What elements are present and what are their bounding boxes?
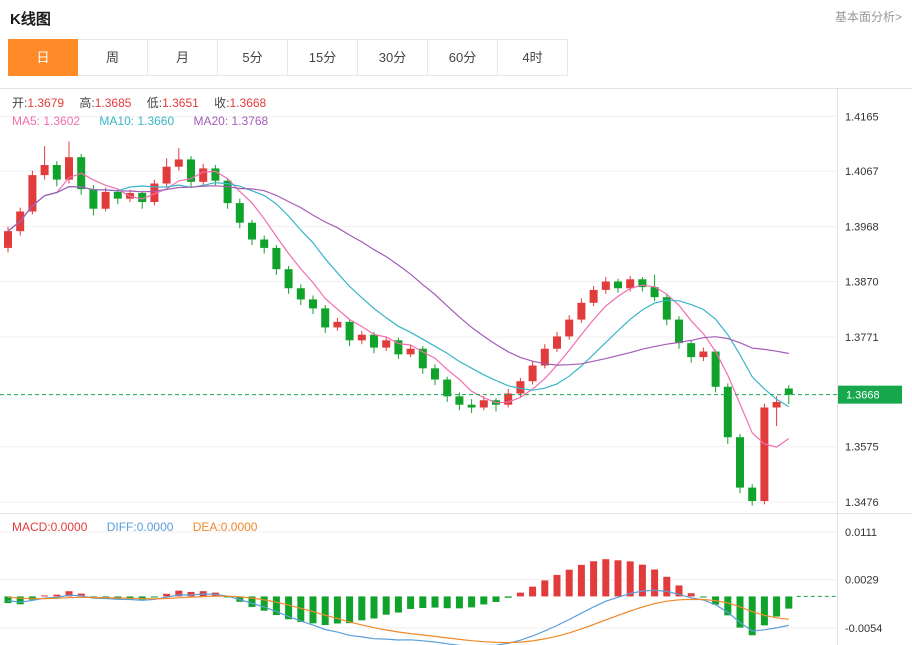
- dea-readout: DEA:0.0000: [192, 520, 258, 534]
- close-label: 收:: [214, 96, 230, 110]
- macd-readout: MACD:0.0000: [12, 520, 88, 534]
- svg-text:0.0029: 0.0029: [845, 575, 879, 587]
- svg-text:1.3870: 1.3870: [845, 277, 879, 289]
- svg-text:1.3771: 1.3771: [845, 332, 879, 344]
- svg-text:1.4165: 1.4165: [845, 111, 879, 123]
- diff-readout: DIFF:0.0000: [106, 520, 174, 534]
- svg-text:1.3968: 1.3968: [845, 222, 879, 234]
- ma5-readout: MA5: 1.3602: [12, 114, 81, 128]
- chart-area[interactable]: 1.4165 1.4067 1.3968 1.3870 1.3771 1.3575 1.34…: [0, 88, 912, 645]
- high-value: 1.3685: [94, 96, 132, 110]
- ma-info: MA5: 1.3602 MA10: 1.3660 MA20: 1.3768: [12, 114, 284, 128]
- low-label: 低:: [146, 96, 163, 110]
- svg-text:1.3476: 1.3476: [845, 497, 879, 509]
- tab-60min[interactable]: 60分: [428, 39, 498, 76]
- svg-text:1.3668: 1.3668: [846, 390, 880, 402]
- tab-5min[interactable]: 5分: [218, 39, 288, 76]
- axis-layer: 1.4165 1.4067 1.3968 1.3870 1.3771 1.3575 1.34…: [0, 88, 912, 645]
- low-value: 1.3651: [162, 96, 199, 110]
- candle-layer: [4, 141, 793, 506]
- fundamental-analysis-link[interactable]: 基本面分析>: [834, 10, 902, 24]
- ma20-readout: MA20: 1.3768: [193, 114, 269, 128]
- svg-text:0.0111: 0.0111: [845, 527, 877, 539]
- ohlc-info: 开:1.3679 高:1.3685 低:1.3651 收:1.3668: [12, 94, 278, 111]
- ma-lines-layer: [7, 170, 790, 448]
- open-label: 开:: [12, 96, 28, 110]
- interval-tabs: 日 周 月 5分 15分 30分 60分 4时: [8, 39, 912, 76]
- tab-15min[interactable]: 15分: [288, 39, 358, 76]
- tab-month[interactable]: 月: [148, 39, 218, 76]
- ma10-readout: MA10: 1.3660: [99, 114, 175, 128]
- tab-day[interactable]: 日: [8, 39, 78, 76]
- high-label: 高:: [79, 96, 95, 110]
- kline-chart-svg: 1.4165 1.4067 1.3968 1.3870 1.3771 1.3575 1.34…: [0, 88, 912, 645]
- svg-text:-0.0054: -0.0054: [845, 623, 882, 635]
- svg-text:1.3575: 1.3575: [845, 442, 879, 454]
- page-title: K线图: [10, 11, 51, 28]
- macd-layer: [4, 559, 837, 645]
- tab-4hour[interactable]: 4时: [498, 39, 568, 76]
- svg-text:1.4067: 1.4067: [845, 166, 879, 178]
- current-price-layer: 1.3668: [0, 385, 902, 404]
- tab-week[interactable]: 周: [78, 39, 148, 76]
- close-value: 1.3668: [229, 96, 267, 110]
- tab-30min[interactable]: 30分: [358, 39, 428, 76]
- open-value: 1.3679: [27, 96, 65, 110]
- header: K线图 基本面分析>: [0, 0, 912, 29]
- macd-info: MACD:0.0000 DIFF:0.0000 DEA:0.0000: [12, 520, 273, 534]
